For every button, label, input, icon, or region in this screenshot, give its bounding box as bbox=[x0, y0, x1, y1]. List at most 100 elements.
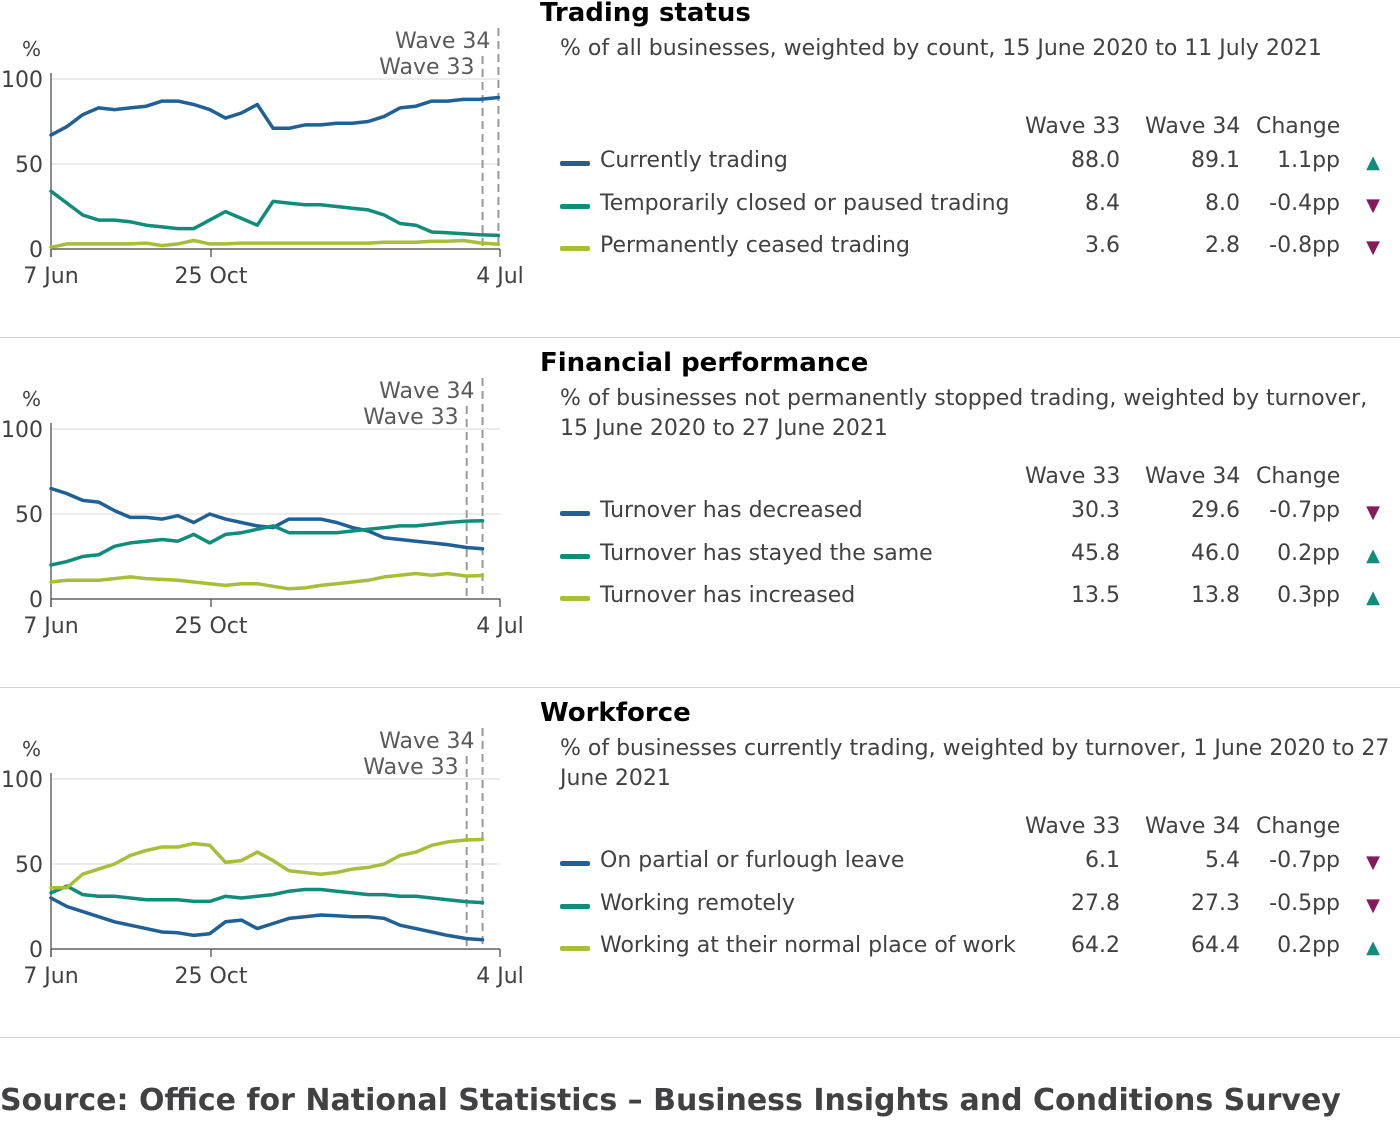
value-wave33: 6.1 bbox=[1085, 848, 1120, 873]
header-change: Change bbox=[1256, 464, 1341, 489]
row-label: Turnover has decreased bbox=[600, 498, 863, 523]
table-row: Temporarily closed or paused trading 8.4… bbox=[560, 191, 1390, 221]
header-change: Change bbox=[1256, 114, 1341, 139]
y-tick-label: 100 bbox=[1, 68, 43, 93]
wave34-label: Wave 34 bbox=[395, 29, 490, 54]
value-change: -0.7pp bbox=[1269, 848, 1340, 873]
y-axis-label: % bbox=[22, 37, 41, 61]
table-row: Working at their normal place of work 64… bbox=[560, 933, 1390, 963]
x-tick-label: 25 Oct bbox=[174, 614, 247, 639]
header-wave33: Wave 33 bbox=[1025, 814, 1121, 839]
up-arrow-icon: ▲ bbox=[1366, 152, 1380, 173]
value-wave33: 64.2 bbox=[1071, 933, 1120, 958]
divider bbox=[0, 1037, 1400, 1038]
y-axis-label: % bbox=[22, 737, 41, 761]
value-wave34: 29.6 bbox=[1191, 498, 1240, 523]
y-tick-label: 0 bbox=[29, 938, 43, 963]
value-change: -0.5pp bbox=[1269, 891, 1340, 916]
value-wave34: 13.8 bbox=[1191, 583, 1240, 608]
legend-swatch bbox=[560, 554, 590, 559]
y-tick-label: 0 bbox=[29, 238, 43, 263]
down-arrow-icon: ▼ bbox=[1366, 195, 1380, 216]
down-arrow-icon: ▼ bbox=[1366, 895, 1380, 916]
value-wave33: 13.5 bbox=[1071, 583, 1120, 608]
table-row: Turnover has decreased 30.3 29.6 -0.7pp … bbox=[560, 498, 1390, 528]
x-tick-label: 7 Jun bbox=[23, 614, 78, 639]
wave34-label: Wave 34 bbox=[379, 729, 474, 754]
value-change: 0.2pp bbox=[1277, 933, 1340, 958]
series-line-1 bbox=[49, 486, 485, 551]
panel-title: Workforce bbox=[540, 698, 691, 728]
value-wave34: 5.4 bbox=[1205, 848, 1240, 873]
wave34-label: Wave 34 bbox=[379, 379, 474, 404]
x-tick-label: 25 Oct bbox=[174, 964, 247, 989]
series-line-1 bbox=[49, 896, 485, 942]
value-change: 0.2pp bbox=[1277, 541, 1340, 566]
divider bbox=[0, 337, 1400, 338]
header-wave34: Wave 34 bbox=[1145, 464, 1241, 489]
row-label: Turnover has increased bbox=[600, 583, 856, 608]
x-tick-label: 4 Jul bbox=[476, 614, 524, 639]
x-tick-label: 25 Oct bbox=[174, 264, 247, 289]
divider bbox=[0, 687, 1400, 688]
up-arrow-icon: ▲ bbox=[1366, 937, 1380, 958]
series-line-3 bbox=[49, 837, 485, 890]
row-label: Permanently ceased trading bbox=[600, 233, 910, 258]
value-change: -0.8pp bbox=[1269, 233, 1340, 258]
value-wave34: 64.4 bbox=[1191, 933, 1240, 958]
y-tick-label: 100 bbox=[1, 768, 43, 793]
panel-financial-performance: 0 50 100% 7 Jun 25 Oct 4 Jul Wave 34 Wave 33 Fi… bbox=[0, 348, 1400, 700]
panel-title: Financial performance bbox=[540, 348, 869, 378]
series-line-2 bbox=[49, 189, 501, 238]
panel-subtitle: % of all businesses, weighted by count, … bbox=[560, 36, 1322, 61]
table-row: Currently trading 88.0 89.1 1.1pp ▲ bbox=[560, 148, 1390, 178]
row-label: Working remotely bbox=[600, 891, 796, 916]
row-label: Turnover has stayed the same bbox=[600, 541, 933, 566]
up-arrow-icon: ▲ bbox=[1366, 545, 1380, 566]
series-line-3 bbox=[49, 238, 501, 250]
value-wave34: 2.8 bbox=[1205, 233, 1240, 258]
wave33-label: Wave 33 bbox=[363, 405, 458, 430]
value-wave33: 45.8 bbox=[1071, 541, 1120, 566]
y-axis-label: % bbox=[22, 387, 41, 411]
legend-swatch bbox=[560, 246, 590, 251]
row-label: On partial or furlough leave bbox=[600, 848, 905, 873]
y-tick-label: 50 bbox=[15, 153, 43, 178]
panel-title: Trading status bbox=[540, 0, 751, 28]
value-change: 1.1pp bbox=[1277, 148, 1340, 173]
value-wave34: 8.0 bbox=[1205, 191, 1240, 216]
table-row: On partial or furlough leave 6.1 5.4 -0.… bbox=[560, 848, 1390, 878]
row-label: Currently trading bbox=[600, 148, 788, 173]
legend-swatch bbox=[560, 161, 590, 166]
down-arrow-icon: ▼ bbox=[1366, 852, 1380, 873]
y-tick-label: 50 bbox=[15, 853, 43, 878]
legend-swatch bbox=[560, 596, 590, 601]
value-wave33: 27.8 bbox=[1071, 891, 1120, 916]
down-arrow-icon: ▼ bbox=[1366, 237, 1380, 258]
legend-swatch bbox=[560, 861, 590, 866]
wave33-label: Wave 33 bbox=[363, 755, 458, 780]
header-wave33: Wave 33 bbox=[1025, 114, 1121, 139]
value-wave33: 8.4 bbox=[1085, 191, 1120, 216]
panel-workforce: 0 50 100% 7 Jun 25 Oct 4 Jul Wave 34 Wave 33 Wo… bbox=[0, 698, 1400, 1050]
value-change: 0.3pp bbox=[1277, 583, 1340, 608]
x-tick-label: 7 Jun bbox=[23, 964, 78, 989]
panel-subtitle: % of businesses currently trading, weigh… bbox=[560, 736, 1390, 791]
wave33-label: Wave 33 bbox=[379, 55, 474, 80]
down-arrow-icon: ▼ bbox=[1366, 502, 1380, 523]
value-wave34: 89.1 bbox=[1191, 148, 1240, 173]
series-line-2 bbox=[49, 884, 485, 905]
table-row: Permanently ceased trading 3.6 2.8 -0.8p… bbox=[560, 233, 1390, 263]
x-tick-label: 4 Jul bbox=[476, 964, 524, 989]
y-tick-label: 100 bbox=[1, 418, 43, 443]
series-line-1 bbox=[49, 95, 501, 137]
panel-trading-status: 0 50 100% 7 Jun 25 Oct 4 Jul Wave 34 Wave 33 Tr… bbox=[0, 0, 1400, 350]
x-tick-label: 4 Jul bbox=[476, 264, 524, 289]
header-wave33: Wave 33 bbox=[1025, 464, 1121, 489]
value-wave34: 27.3 bbox=[1191, 891, 1240, 916]
legend-swatch bbox=[560, 204, 590, 209]
panel-subtitle: % of businesses not permanently stopped … bbox=[560, 386, 1368, 441]
value-wave33: 3.6 bbox=[1085, 233, 1120, 258]
